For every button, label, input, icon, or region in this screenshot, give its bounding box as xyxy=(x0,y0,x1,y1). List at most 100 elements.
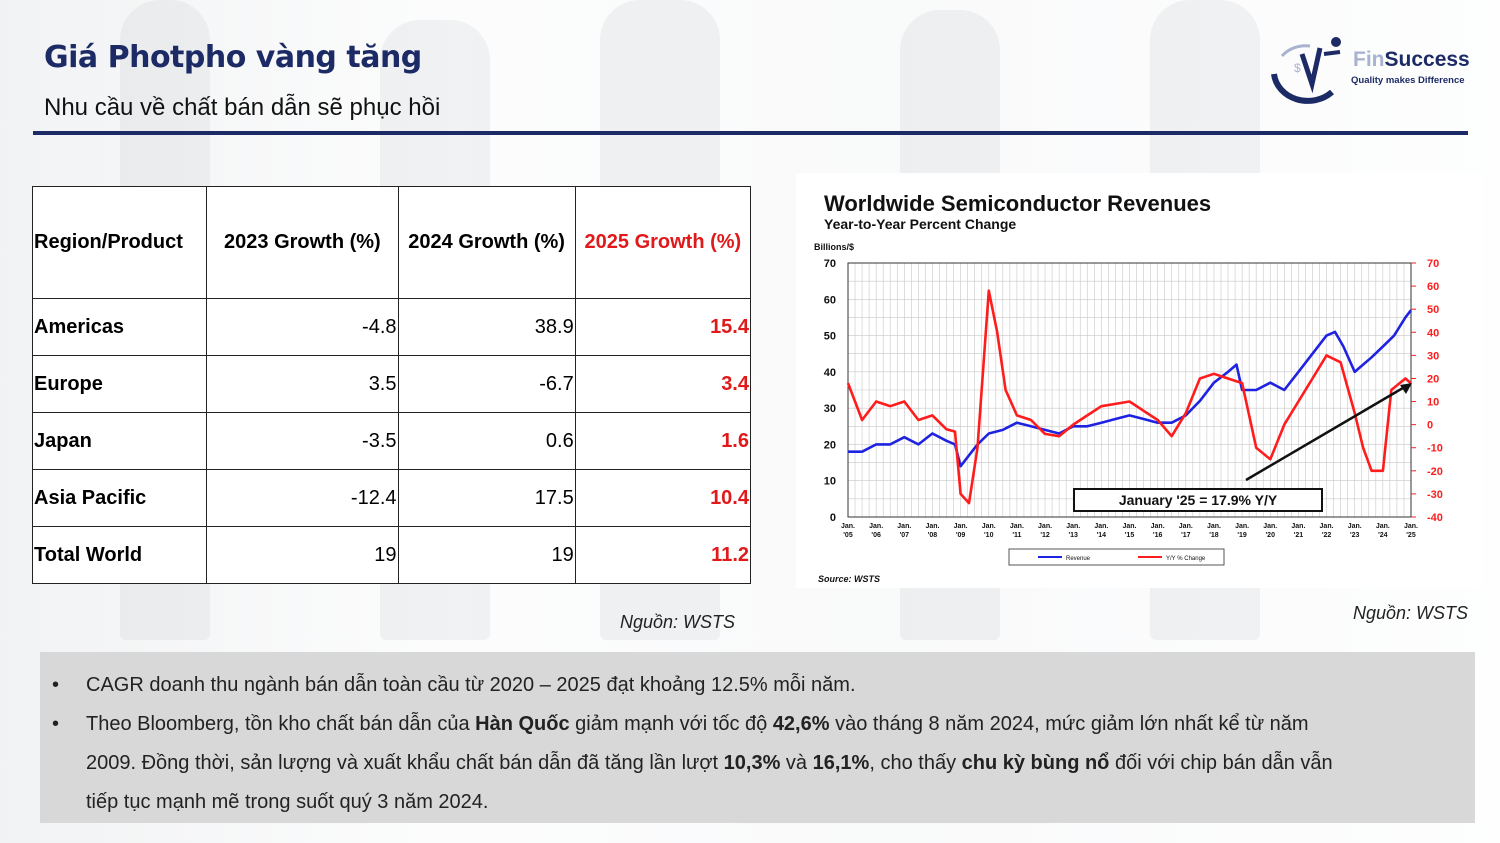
chart-axes: 0 10 20 30 40 50 60 70 -40 -30 -20 -10 0 10 20 30 40 50 60… xyxy=(824,258,1443,539)
y-tick-label-right: -40 xyxy=(1427,512,1443,524)
logo-wordmark-success: Success xyxy=(1384,48,1470,71)
note-highlight: Hàn Quốc xyxy=(475,713,570,735)
growth-2025-cell: 10.4 xyxy=(574,469,752,527)
y-tick-label-right: 40 xyxy=(1427,327,1439,339)
plot-frame xyxy=(847,262,1412,518)
col-header-2024: 2024 Growth (%) xyxy=(397,186,576,299)
y-tick-label-right: -20 xyxy=(1427,466,1443,478)
growth-2023-cell: 19 xyxy=(206,526,399,584)
growth-2023-cell: -3.5 xyxy=(206,412,399,470)
chart-lines xyxy=(846,289,1413,505)
y-tick-label-left: 60 xyxy=(824,294,836,306)
note-highlight: chu kỳ bùng nổ xyxy=(961,752,1110,774)
notes-box: • CAGR doanh thu ngành bán dẫn toàn cầu … xyxy=(40,652,1475,823)
note-text: Theo Bloomberg, tồn kho chất bán dẫn của xyxy=(86,713,476,735)
x-tick-label-year: '24 xyxy=(1378,532,1388,539)
x-tick-label-month: Jan. xyxy=(841,523,855,530)
note-text: 2009. Đồng thời, sản lượng và xuất khẩu … xyxy=(86,752,724,774)
region-cell: Asia Pacific xyxy=(31,469,208,527)
region-cell: Americas xyxy=(31,298,208,356)
x-tick-label-year: '11 xyxy=(1012,532,1021,539)
bullet-dot: • xyxy=(52,674,60,696)
x-tick-label-month: Jan. xyxy=(1235,523,1249,530)
note-text: giảm mạnh với tốc độ xyxy=(569,713,773,735)
table-row: Japan -3.5 0.6 1.6 xyxy=(31,412,752,470)
table-header-row: Region/Product 2023 Growth (%) 2024 Grow… xyxy=(31,186,752,299)
header-divider xyxy=(33,131,1468,135)
x-tick-label-month: Jan. xyxy=(869,523,883,530)
x-tick-label-month: Jan. xyxy=(1066,523,1080,530)
y-tick-label-right: 30 xyxy=(1427,350,1439,362)
logo-wordmark: FinSuccess xyxy=(1353,48,1470,72)
logo-tagline: Quality makes Difference xyxy=(1351,75,1465,86)
col-header-2025: 2025 Growth (%) xyxy=(574,186,752,299)
bullet-dot: • xyxy=(52,713,60,735)
table-row: Asia Pacific -12.4 17.5 10.4 xyxy=(31,469,752,527)
y-tick-label-left: 50 xyxy=(824,331,836,343)
y-tick-label-left: 40 xyxy=(824,367,836,379)
y-tick-label-right: 70 xyxy=(1427,258,1439,270)
y-tick-label-right: -10 xyxy=(1427,443,1443,455)
page-subtitle: Nhu cầu về chất bán dẫn sẽ phục hồi xyxy=(44,94,441,121)
chart-title: Worldwide Semiconductor Revenues xyxy=(824,191,1211,216)
col-header-2023: 2023 Growth (%) xyxy=(206,186,399,299)
growth-2025-cell: 11.2 xyxy=(574,526,752,584)
logo-wordmark-fin: Fin xyxy=(1353,48,1385,71)
x-tick-label-month: Jan. xyxy=(1404,523,1418,530)
x-tick-label-year: '12 xyxy=(1040,532,1050,539)
x-tick-label-year: '20 xyxy=(1266,532,1276,539)
growth-2023-cell: -12.4 xyxy=(206,469,399,527)
region-cell: Japan xyxy=(31,412,208,470)
y-tick-label-right: 0 xyxy=(1427,420,1433,432)
region-cell: Total World xyxy=(31,526,208,584)
growth-2024-cell: -6.7 xyxy=(397,355,576,413)
x-tick-label-year: '05 xyxy=(843,532,853,539)
x-tick-label-month: Jan. xyxy=(1291,523,1305,530)
x-tick-label-year: '23 xyxy=(1350,532,1360,539)
growth-2025-cell: 15.4 xyxy=(574,298,752,356)
x-tick-label-month: Jan. xyxy=(1263,523,1277,530)
legend-label: Y/Y % Change xyxy=(1166,556,1206,562)
note-text: , cho thấy xyxy=(869,752,962,774)
x-tick-label-month: Jan. xyxy=(1151,523,1165,530)
note-text: và xyxy=(780,752,813,774)
y-tick-label-left: 20 xyxy=(824,439,836,451)
page-title: Giá Photpho vàng tăng xyxy=(44,40,422,75)
y-tick-label-right: 10 xyxy=(1427,397,1439,409)
x-tick-label-year: '06 xyxy=(871,532,881,539)
table-row: Total World 19 19 11.2 xyxy=(31,526,752,584)
x-tick-label-year: '22 xyxy=(1322,532,1332,539)
chart-annotation-group: January '25 = 17.9% Y/Y xyxy=(1073,383,1412,512)
semiconductor-chart: Worldwide Semiconductor Revenues Year-to… xyxy=(796,173,1483,588)
trend-arrow-line xyxy=(1245,383,1409,482)
note-highlight: 10,3% xyxy=(723,752,781,774)
note-bullet-2-line-3: tiếp tục mạnh mẽ trong suốt quý 3 năm 20… xyxy=(86,791,489,813)
x-tick-label-year: '13 xyxy=(1068,532,1078,539)
chart-ylabel-left: Billions/$ xyxy=(814,242,854,252)
legend-label: Revenue xyxy=(1066,556,1091,562)
x-tick-label-year: '21 xyxy=(1294,532,1304,539)
x-tick-label-year: '16 xyxy=(1153,532,1163,539)
annotation-text: January '25 = 17.9% Y/Y xyxy=(1119,492,1278,508)
y-tick-label-left: 10 xyxy=(824,476,836,488)
region-cell: Europe xyxy=(31,355,208,413)
x-tick-label-month: Jan. xyxy=(982,523,996,530)
growth-2024-cell: 17.5 xyxy=(397,469,576,527)
chart-svg: Worldwide Semiconductor Revenues Year-to… xyxy=(814,191,1443,584)
growth-table: Region/Product 2023 Growth (%) 2024 Grow… xyxy=(31,186,752,584)
table-row: Europe 3.5 -6.7 3.4 xyxy=(31,355,752,413)
annotation-box xyxy=(1073,488,1323,512)
note-bullet-2-line-2: 2009. Đồng thời, sản lượng và xuất khẩu … xyxy=(86,752,1333,775)
legend-box xyxy=(1008,548,1225,566)
x-tick-label-month: Jan. xyxy=(1376,523,1390,530)
growth-2024-cell: 19 xyxy=(397,526,576,584)
note-text: đối với chip bán dẫn vẫn xyxy=(1109,752,1333,774)
trend-arrow-head xyxy=(1400,383,1412,394)
svg-text:$: $ xyxy=(1294,61,1301,75)
logo-emblem-icon: $ xyxy=(1271,37,1341,104)
x-tick-label-month: Jan. xyxy=(1122,523,1136,530)
growth-2024-cell: 38.9 xyxy=(397,298,576,356)
x-tick-label-year: '18 xyxy=(1209,532,1219,539)
col-header-region: Region/Product xyxy=(31,186,208,299)
chart-legend: Revenue Y/Y % Change xyxy=(1008,548,1225,566)
